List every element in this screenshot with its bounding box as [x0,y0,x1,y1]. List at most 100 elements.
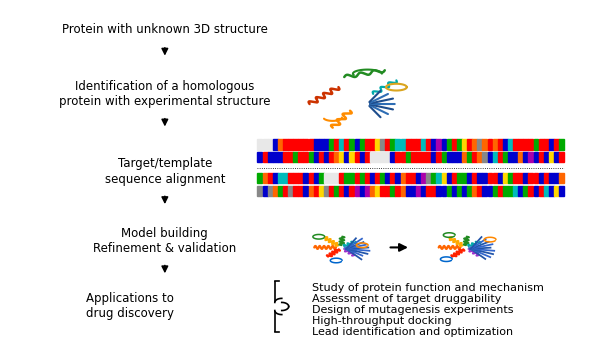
Bar [288,140,293,150]
Bar [498,140,503,150]
Bar [523,173,528,183]
Bar [391,152,395,162]
Bar [401,186,406,196]
Bar [467,152,472,162]
Bar [257,173,262,183]
Bar [370,173,375,183]
Bar [293,140,298,150]
Bar [395,186,400,196]
Bar [263,186,268,196]
Bar [539,186,544,196]
Bar [431,140,436,150]
Bar [283,152,288,162]
Bar [308,186,314,196]
Bar [401,140,406,150]
Bar [344,152,349,162]
Bar [411,140,416,150]
Bar [472,140,477,150]
Bar [503,173,508,183]
Bar [324,140,329,150]
Bar [462,152,467,162]
Bar [375,186,380,196]
Bar [477,173,482,183]
Bar [355,152,359,162]
Bar [344,186,349,196]
Bar [355,140,359,150]
Bar [385,152,390,162]
Bar [329,140,334,150]
Bar [355,173,359,183]
Bar [544,152,549,162]
Bar [508,152,513,162]
Text: Target/template
sequence alignment: Target/template sequence alignment [104,157,225,186]
Bar [349,173,355,183]
Bar [498,186,503,196]
Bar [268,173,272,183]
Bar [446,186,452,196]
Bar [416,152,421,162]
Bar [431,152,436,162]
Bar [503,152,508,162]
Bar [518,173,523,183]
Bar [554,186,559,196]
Bar [442,140,446,150]
Bar [544,173,549,183]
Bar [446,173,452,183]
Bar [436,152,442,162]
Bar [549,173,554,183]
Bar [467,173,472,183]
Bar [375,152,380,162]
Bar [549,186,554,196]
Bar [539,173,544,183]
Text: Study of protein function and mechanism: Study of protein function and mechanism [313,283,544,293]
Bar [482,140,487,150]
Bar [329,152,334,162]
Bar [559,152,564,162]
Bar [288,152,293,162]
Bar [457,152,462,162]
Bar [391,140,395,150]
Bar [467,186,472,196]
Bar [268,152,272,162]
Bar [482,173,487,183]
Bar [462,173,467,183]
Bar [339,186,344,196]
Bar [513,140,518,150]
Bar [355,186,359,196]
Bar [493,152,497,162]
Bar [370,186,375,196]
Bar [365,186,370,196]
Bar [257,152,262,162]
Bar [319,186,324,196]
Bar [314,173,319,183]
Bar [293,152,298,162]
Bar [533,140,538,150]
Bar [370,152,375,162]
Bar [380,186,385,196]
Bar [539,140,544,150]
Bar [411,186,416,196]
Bar [339,173,344,183]
Bar [442,173,446,183]
Bar [278,140,283,150]
Bar [457,186,462,196]
Bar [380,140,385,150]
Bar [508,140,513,150]
Bar [472,152,477,162]
Bar [513,173,518,183]
Bar [298,140,304,150]
Bar [308,140,314,150]
Bar [334,186,339,196]
Bar [344,173,349,183]
Bar [391,186,395,196]
Text: Model building
Refinement & validation: Model building Refinement & validation [93,227,236,255]
Bar [467,140,472,150]
Bar [319,140,324,150]
Bar [421,152,426,162]
Bar [508,173,513,183]
Bar [339,152,344,162]
Bar [268,186,272,196]
Bar [319,152,324,162]
Bar [446,140,452,150]
Bar [304,173,308,183]
